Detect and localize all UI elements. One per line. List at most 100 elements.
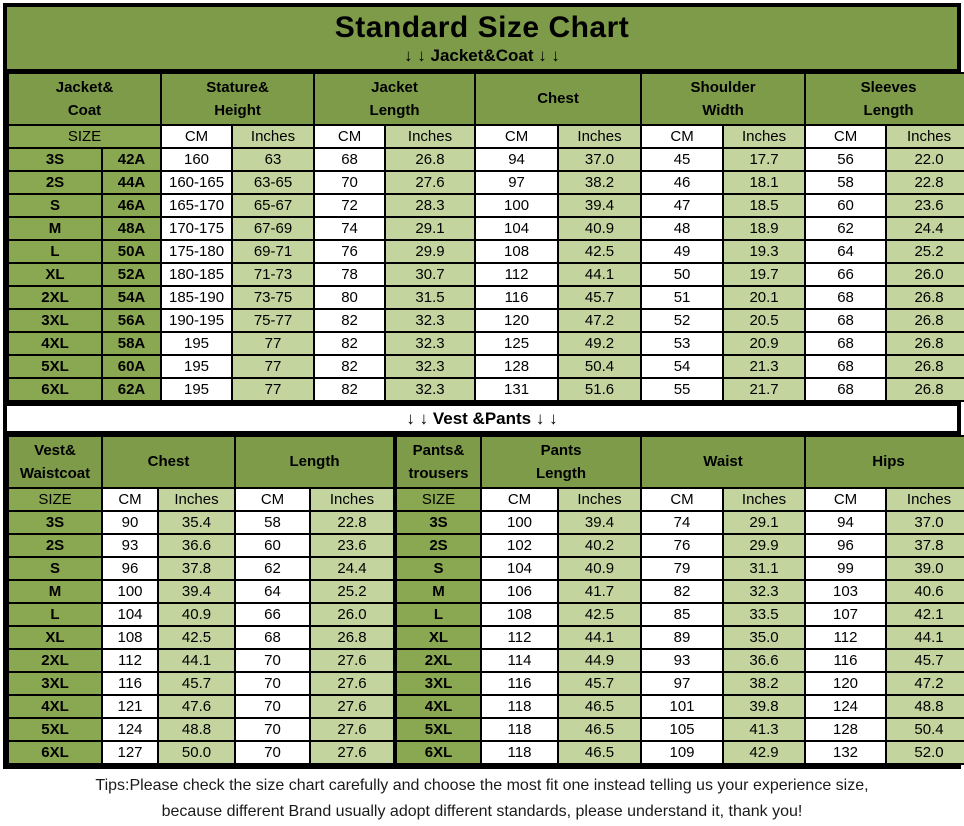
value-cell: 44.1: [557, 625, 642, 650]
size-cell: 5XL: [393, 717, 482, 742]
col-header-vest-length: Length: [234, 435, 396, 489]
value-cell: 70: [234, 694, 311, 719]
value-cell: 74: [640, 510, 724, 535]
table-row: S 46A 165-170 65-67 72 28.3 100 39.4 47 18.5 60 23.…: [7, 193, 964, 218]
value-cell: 29.9: [721, 533, 807, 558]
col-header-jacket-coat: Jacket& Coat: [6, 72, 163, 126]
table-row: S 96 37.8 62 24.4 S 104 40.9 79 31.1 99 39.0: [7, 556, 964, 581]
value-cell: 94: [474, 147, 560, 172]
value-cell: 22.8: [885, 170, 964, 195]
value-cell: 27.6: [309, 648, 396, 673]
value-cell: 39.4: [557, 510, 642, 535]
value-cell: 108: [101, 625, 159, 650]
value-cell: 85: [640, 602, 724, 627]
value-cell: 78: [313, 262, 387, 287]
value-cell: 175-180: [160, 239, 234, 264]
value-cell: 104: [474, 216, 560, 241]
value-cell: 46.5: [557, 717, 642, 742]
value-cell: 20.9: [722, 331, 807, 356]
value-cell: 26.8: [309, 625, 396, 650]
value-cell: 27.6: [309, 671, 396, 696]
value-cell: 45.7: [157, 671, 236, 696]
value-cell: 18.5: [722, 193, 807, 218]
table-row: XL 108 42.5 68 26.8 XL 112 44.1 89 35.0 112 44.1: [7, 625, 964, 650]
size-cell: XL: [393, 625, 482, 650]
value-cell: 38.2: [557, 170, 643, 195]
value-cell: 47.6: [157, 694, 236, 719]
table-row: 5XL 124 48.8 70 27.6 5XL 118 46.5 105 41.3 128 50.4: [7, 717, 964, 742]
value-cell: 65-67: [231, 193, 316, 218]
value-cell: 74: [313, 216, 387, 241]
value-cell: 124: [101, 717, 159, 742]
value-cell: 29.1: [384, 216, 477, 241]
value-cell: 40.9: [557, 216, 643, 241]
value-cell: 26.8: [885, 377, 964, 402]
value-cell: 39.4: [157, 579, 236, 604]
value-cell: 38.2: [721, 671, 807, 696]
value-cell: 127: [101, 740, 159, 765]
table-row: 2XL 54A 185-190 73-75 80 31.5 116 45.7 51 20.1 68 2…: [7, 285, 964, 310]
value-cell: 96: [101, 556, 159, 581]
value-cell: 23.6: [885, 193, 964, 218]
size-cell: M: [7, 579, 103, 604]
table-row: 3S 90 35.4 58 22.8 3S 100 39.4 74 29.1 94 37.0: [7, 510, 964, 535]
value-cell: 77: [231, 377, 316, 402]
value-cell: 116: [474, 285, 560, 310]
size-header-cell: SIZE: [393, 487, 482, 512]
value-cell: 44.9: [557, 648, 642, 673]
value-cell: 35.4: [157, 510, 236, 535]
value-cell: 48: [640, 216, 725, 241]
size-cell: 62A: [100, 377, 163, 402]
value-cell: 185-190: [160, 285, 234, 310]
value-cell: 118: [480, 740, 559, 765]
value-cell: 26.8: [885, 331, 964, 356]
size-cell: 5XL: [7, 354, 103, 379]
value-cell: 45: [640, 147, 725, 172]
value-cell: 26.0: [309, 602, 396, 627]
value-cell: 71-73: [231, 262, 316, 287]
value-cell: 94: [804, 510, 888, 535]
value-cell: 50.4: [557, 354, 643, 379]
value-cell: 26.0: [885, 262, 964, 287]
value-cell: 51.6: [557, 377, 643, 402]
size-header-cell: SIZE: [6, 124, 163, 149]
value-cell: 51: [640, 285, 725, 310]
col-header-jacket-length: Jacket Length: [313, 72, 477, 126]
value-cell: 106: [480, 579, 559, 604]
value-cell: 46.5: [557, 694, 642, 719]
value-cell: 72: [313, 193, 387, 218]
value-cell: 105: [640, 717, 724, 742]
value-cell: 42.5: [157, 625, 236, 650]
table-row: 2S 93 36.6 60 23.6 2S 102 40.2 76 29.9 96 37.8: [7, 533, 964, 558]
value-cell: 42.5: [557, 602, 642, 627]
value-cell: 49.2: [557, 331, 643, 356]
value-cell: 121: [101, 694, 159, 719]
value-cell: 20.1: [722, 285, 807, 310]
value-cell: 77: [231, 331, 316, 356]
value-cell: 100: [480, 510, 559, 535]
value-cell: 27.6: [309, 694, 396, 719]
size-cell: 4XL: [7, 331, 103, 356]
col-header-sleeves-length: Sleeves Length: [804, 72, 964, 126]
value-cell: 116: [101, 671, 159, 696]
size-cell: M: [393, 579, 482, 604]
title-block: Standard Size Chart ↓ ↓ Jacket&Coat ↓ ↓: [7, 7, 957, 72]
page-title: Standard Size Chart: [334, 11, 630, 44]
value-cell: 76: [313, 239, 387, 264]
jacket-coat-table: Jacket& Coat Stature& Height Jacket Leng…: [6, 72, 964, 402]
value-cell: 195: [160, 354, 234, 379]
size-cell: M: [7, 216, 103, 241]
col-header-pants-trousers: Pants& trousers: [393, 435, 482, 489]
value-cell: 102: [480, 533, 559, 558]
value-cell: 29.9: [384, 239, 477, 264]
value-cell: 70: [234, 717, 311, 742]
value-cell: 70: [313, 170, 387, 195]
value-cell: 90: [101, 510, 159, 535]
size-cell: 54A: [100, 285, 163, 310]
value-cell: 180-185: [160, 262, 234, 287]
unit-cell: CM: [804, 487, 888, 512]
value-cell: 45.7: [557, 285, 643, 310]
size-cell: 2S: [7, 533, 103, 558]
value-cell: 131: [474, 377, 560, 402]
value-cell: 93: [640, 648, 724, 673]
